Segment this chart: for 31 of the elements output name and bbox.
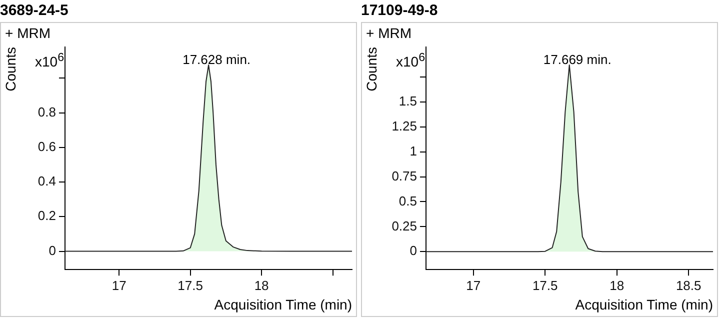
text: x10$^{6}$ bbox=[35, 51, 64, 70]
text: + MRM bbox=[366, 25, 412, 41]
x-tick-label: 17.5 bbox=[532, 278, 558, 293]
y-tick-label: 1.25 bbox=[392, 118, 417, 134]
x-tick-label: 17.5 bbox=[178, 278, 203, 293]
y-tick-label: 0.5 bbox=[398, 193, 417, 208]
text: x10$^{6}$ bbox=[396, 51, 426, 70]
y-tick-label: 0.4 bbox=[38, 174, 56, 189]
chart-title: 3689-24-5 bbox=[0, 1, 70, 21]
y-tick-label: 0.25 bbox=[392, 218, 417, 234]
x-tick-label: 18 bbox=[610, 278, 624, 293]
x-axis-title: Acquisition Time (min) bbox=[575, 296, 713, 312]
y-tick-label: 0.8 bbox=[38, 104, 56, 120]
x-tick-label: 17 bbox=[466, 278, 481, 293]
y-tick-label: 1.5 bbox=[398, 93, 417, 108]
annotation: 17.628 min. bbox=[182, 52, 251, 68]
y-tick-label: 0.6 bbox=[38, 138, 56, 154]
text: + MRM bbox=[5, 25, 50, 41]
y-axis-title: Counts bbox=[363, 47, 380, 92]
y-tick-label: 0 bbox=[410, 243, 417, 258]
chart-title: 17109-49-8 bbox=[361, 1, 439, 21]
y-tick-label: 1 bbox=[410, 143, 417, 158]
y-tick-label: 0.75 bbox=[392, 168, 417, 184]
x-tick-label: 18 bbox=[254, 278, 269, 293]
annotation: 17.669 min. bbox=[543, 52, 612, 68]
x-tick-label: 17 bbox=[112, 278, 126, 293]
y-axis-title: Counts bbox=[2, 47, 18, 92]
y-tick-label: 0 bbox=[48, 242, 56, 258]
y-tick-label: 0.2 bbox=[38, 208, 56, 224]
x-tick-label: 18.5 bbox=[676, 278, 702, 293]
x-axis-title: Acquisition Time (min) bbox=[214, 296, 352, 312]
